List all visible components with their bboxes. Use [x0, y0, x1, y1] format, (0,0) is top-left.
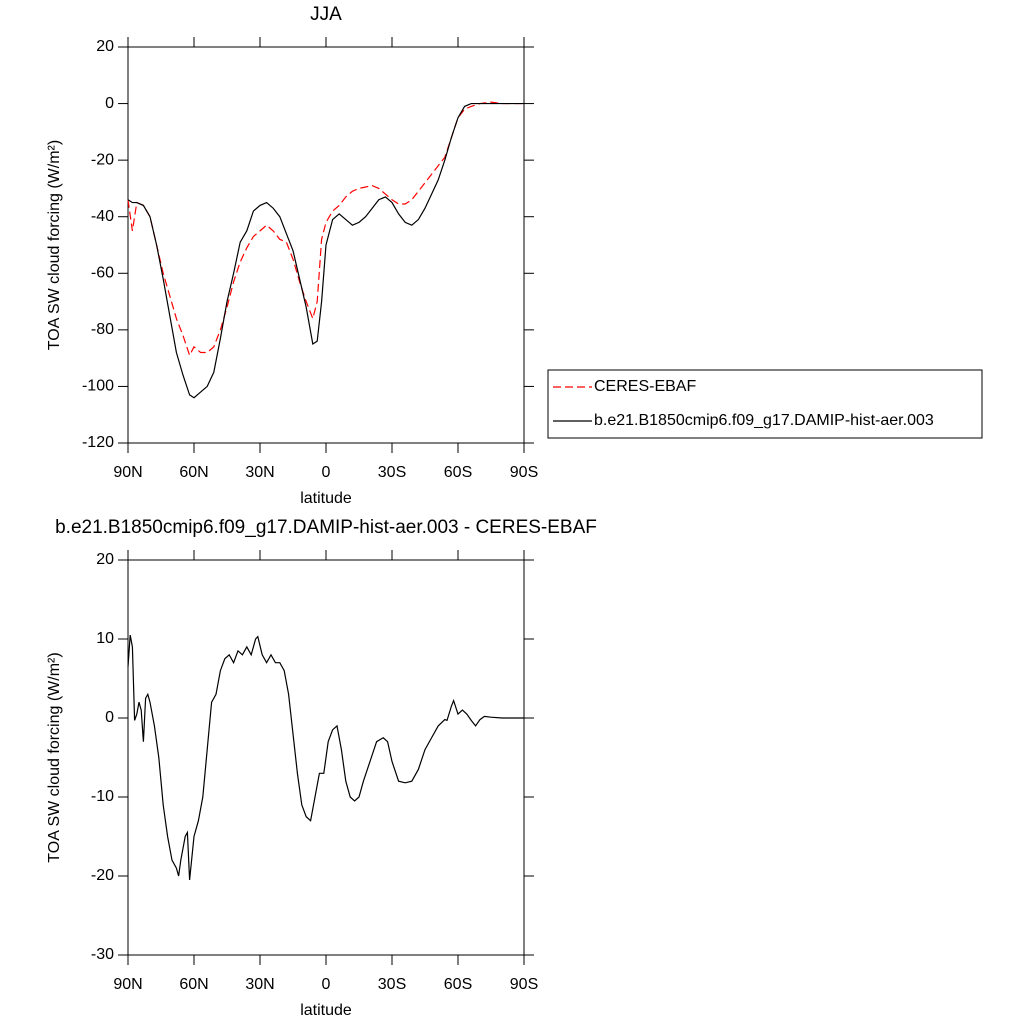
x-tick-label: 60S [444, 976, 472, 993]
y-tick-label: 0 [105, 709, 114, 726]
x-tick-label: 60N [179, 464, 208, 481]
y-tick-label: -20 [91, 151, 114, 168]
y-axis-label: TOA SW cloud forcing (W/m²) [46, 140, 63, 350]
y-tick-label: -120 [82, 434, 114, 451]
x-tick-label: 90S [510, 976, 538, 993]
line-series [127, 634, 524, 881]
x-tick-label: 30N [245, 464, 274, 481]
line-series [127, 102, 524, 399]
legend-label: CERES-EBAF [594, 378, 696, 395]
x-tick-label: 90S [510, 464, 538, 481]
x-tick-label: 0 [322, 464, 331, 481]
x-tick-label: 30S [378, 464, 406, 481]
line-series [127, 101, 524, 357]
plot-frame [127, 46, 525, 444]
x-axis-label: latitude [300, 1002, 352, 1019]
x-tick-label: 60S [444, 464, 472, 481]
y-tick-label: -100 [82, 378, 114, 395]
y-tick-label: -40 [91, 208, 114, 225]
x-tick-label: 30S [378, 976, 406, 993]
chart-title: JJA [310, 4, 342, 25]
y-tick-label: 0 [105, 95, 114, 112]
x-tick-label: 90N [113, 976, 142, 993]
x-tick-label: 60N [179, 976, 208, 993]
y-tick-label: 20 [96, 551, 114, 568]
y-tick-label: 20 [96, 38, 114, 55]
x-axis-label: latitude [300, 490, 352, 507]
legend-label: b.e21.B1850cmip6.f09_g17.DAMIP-hist-aer.… [594, 412, 934, 429]
y-tick-label: -80 [91, 321, 114, 338]
y-tick-label: -60 [91, 265, 114, 282]
y-tick-label: -20 [91, 867, 114, 884]
chart-title: b.e21.B1850cmip6.f09_g17.DAMIP-hist-aer.… [55, 517, 597, 538]
legend-box [547, 369, 983, 439]
x-tick-label: 90N [113, 464, 142, 481]
y-tick-label: 10 [96, 630, 114, 647]
y-tick-label: -10 [91, 788, 114, 805]
x-tick-label: 0 [322, 976, 331, 993]
x-tick-label: 30N [245, 976, 274, 993]
y-axis-label: TOA SW cloud forcing (W/m²) [46, 652, 63, 862]
plot-frame [127, 559, 525, 956]
y-tick-label: -30 [91, 946, 114, 963]
